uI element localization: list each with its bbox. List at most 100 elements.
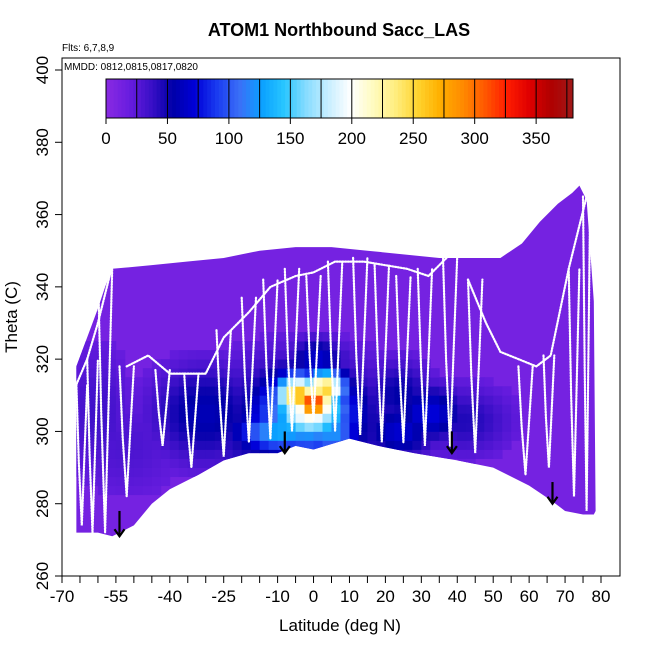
flight-profile: [441, 253, 459, 446]
heat-cell: [367, 350, 377, 360]
heat-cell: [106, 395, 117, 405]
colorbar-strip: [133, 79, 138, 118]
heat-cell: [457, 386, 467, 396]
heat-cell: [268, 404, 278, 414]
heat-cell: [304, 476, 314, 487]
heat-cell: [403, 368, 413, 378]
heat-cell: [142, 440, 153, 450]
heat-cell: [259, 467, 270, 478]
heat-cell: [169, 422, 180, 432]
heat-cell: [322, 413, 332, 423]
colorbar-strip: [347, 79, 352, 118]
heat-cell: [268, 440, 278, 450]
heat-cell: [178, 404, 189, 414]
flight-profile: [305, 274, 322, 421]
heat-cell: [178, 458, 189, 468]
heat-cell: [76, 395, 81, 405]
heat-cell: [412, 467, 422, 478]
colorbar-strip: [261, 79, 267, 118]
heat-cell: [367, 440, 377, 450]
heat-cell: [349, 377, 359, 387]
colorbar-strip: [160, 79, 165, 118]
heat-cell: [268, 503, 278, 514]
heat-cell: [313, 476, 323, 487]
heat-cell: [286, 440, 296, 450]
heat-cell: [133, 422, 144, 432]
x-tick-label: 40: [448, 587, 467, 606]
colorbar-strip: [172, 79, 177, 118]
heat-cell: [268, 413, 278, 423]
heat-cell: [205, 386, 216, 396]
heat-cell: [457, 395, 467, 405]
flight-track: [125, 253, 452, 375]
heat-cell: [322, 386, 332, 396]
flight-profile: [75, 383, 89, 526]
heat-cell: [277, 386, 287, 396]
heat-cell: [331, 476, 341, 487]
heat-cell: [403, 395, 413, 405]
heat-cell: [76, 413, 81, 423]
heat-cell: [286, 386, 296, 396]
heat-cell: [385, 449, 395, 459]
colorbar-strip: [537, 79, 543, 118]
heat-cell: [466, 395, 476, 405]
colorbar-strip: [265, 79, 270, 118]
heat-cell: [187, 413, 198, 423]
heat-cell: [196, 350, 207, 360]
heat-cell: [268, 458, 278, 468]
heat-cell: [232, 449, 243, 459]
colorbar-strip: [390, 79, 395, 118]
heat-cell: [268, 467, 278, 478]
flight-profile: [517, 365, 534, 475]
heat-cell: [250, 341, 261, 351]
colorbar-tick-label: 50: [158, 129, 177, 148]
flight-profile: [373, 264, 391, 443]
heat-cell: [313, 404, 323, 414]
colorbar-tick-label: 200: [338, 129, 366, 148]
heat-cell: [205, 413, 216, 423]
colorbar-strip: [530, 79, 535, 118]
heat-cell: [232, 368, 243, 378]
heat-cell: [214, 413, 225, 423]
heat-cell: [340, 458, 350, 468]
colorbar-strip: [300, 79, 305, 118]
heat-cell: [295, 485, 305, 496]
heat-cell: [169, 440, 180, 450]
colorbar-strip: [339, 79, 344, 118]
heat-cell: [484, 386, 494, 396]
heat-cell: [88, 404, 99, 414]
colorbar-strip: [234, 79, 239, 118]
heat-cell: [241, 350, 252, 360]
heat-cell: [331, 485, 341, 496]
heat-cell: [232, 341, 243, 351]
heat-cell: [97, 395, 108, 405]
heat-cell: [259, 413, 270, 423]
heat-cell: [367, 494, 377, 505]
colorbar-strip: [152, 79, 158, 118]
heat-cell: [475, 404, 485, 414]
heat-cell: [259, 350, 270, 360]
heat-cell: [196, 422, 207, 432]
heat-cell: [214, 350, 225, 360]
heat-cell: [124, 485, 135, 496]
heat-cell: [79, 377, 90, 387]
heat-cell: [295, 440, 305, 450]
heat-cell: [133, 395, 144, 405]
colorbar-tick-label: 0: [101, 129, 110, 148]
y-tick-label: 280: [33, 490, 52, 518]
colorbar-strip: [164, 79, 169, 118]
heat-cell: [151, 395, 162, 405]
heat-cell: [367, 368, 377, 378]
colorbar-tick-label: 350: [522, 129, 550, 148]
heat-cell: [169, 350, 180, 360]
heat-cell: [241, 458, 252, 468]
heat-cell: [196, 395, 207, 405]
heat-cell: [511, 404, 521, 414]
heat-cell: [304, 467, 314, 478]
heat-cell: [76, 404, 81, 414]
heat-cell: [160, 467, 171, 478]
heat-cell: [358, 404, 368, 414]
y-tick-label: 400: [33, 56, 52, 84]
heat-cell: [313, 359, 323, 369]
heat-cell: [313, 431, 323, 441]
